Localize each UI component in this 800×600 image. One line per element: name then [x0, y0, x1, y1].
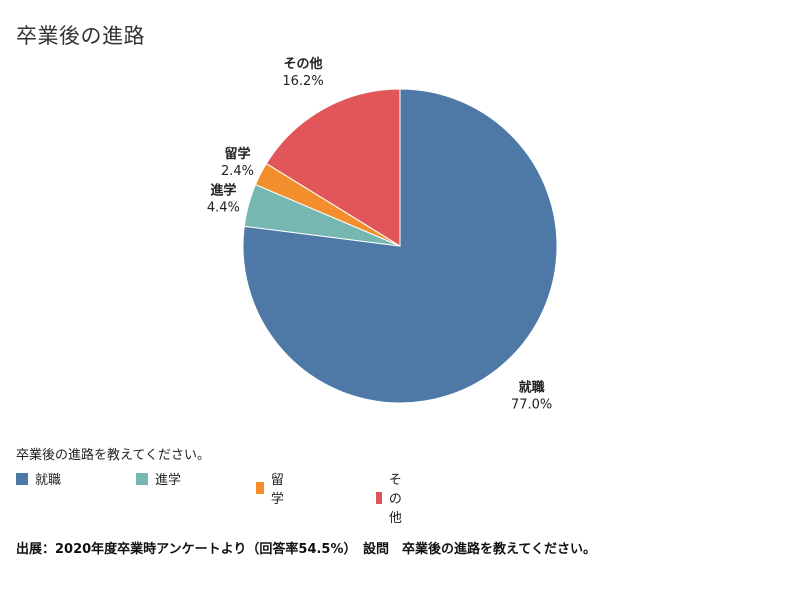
slice-label-name-1: 進学 [210, 182, 236, 198]
legend-swatch-0 [16, 472, 28, 485]
legend: 卒業後の進路を教えてください。 就職 進学 留学 その他 [16, 444, 402, 526]
legend-item-0: 就職 [16, 469, 61, 488]
pie-slice-3 [265, 88, 401, 247]
slice-label-name-0: 就職 [519, 379, 545, 395]
legend-item-3: その他 [376, 469, 408, 526]
slice-label-value-0: 77.0% [511, 397, 552, 412]
slice-label-value-1: 4.4% [207, 200, 240, 215]
source-note: 出展：2020年度卒業時アンケートより（回答率54.5%） 設問 卒業後の進路を… [16, 542, 596, 557]
legend-item-1: 進学 [136, 469, 181, 488]
legend-label-0: 就職 [35, 473, 62, 488]
slice-label-name-3: その他 [284, 56, 323, 72]
slice-label-name-2: 留学 [224, 146, 250, 162]
pie-chart: 就職 77.0% 進学 4.4% 留学 2.4% その他 16.2% [207, 56, 558, 412]
legend-label-3: その他 [388, 473, 402, 526]
legend-item-2: 留学 [256, 469, 288, 507]
chart-title: 卒業後の進路 [16, 24, 145, 48]
legend-label-2: 留学 [270, 473, 284, 507]
legend-swatch-2 [256, 482, 264, 494]
legend-swatch-3 [376, 491, 382, 504]
legend-swatch-1 [136, 472, 148, 485]
slice-label-value-2: 2.4% [221, 164, 254, 179]
pie-slice-0 [242, 88, 558, 404]
legend-items: 就職 進学 留学 その他 [16, 469, 402, 526]
legend-title: 卒業後の進路を教えてください。 [16, 448, 210, 463]
slice-label-value-3: 16.2% [282, 74, 323, 89]
legend-label-1: 進学 [155, 473, 182, 488]
